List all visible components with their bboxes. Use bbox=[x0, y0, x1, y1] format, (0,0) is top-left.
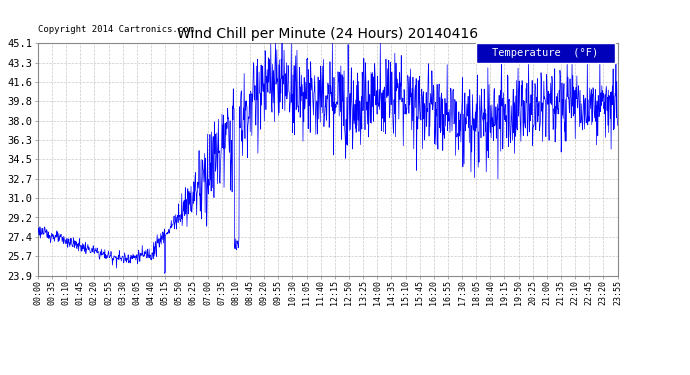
FancyBboxPatch shape bbox=[475, 43, 615, 63]
Title: Wind Chill per Minute (24 Hours) 20140416: Wind Chill per Minute (24 Hours) 2014041… bbox=[177, 27, 478, 40]
Text: Temperature  (°F): Temperature (°F) bbox=[492, 48, 598, 58]
Text: Copyright 2014 Cartronics.com: Copyright 2014 Cartronics.com bbox=[38, 25, 194, 34]
